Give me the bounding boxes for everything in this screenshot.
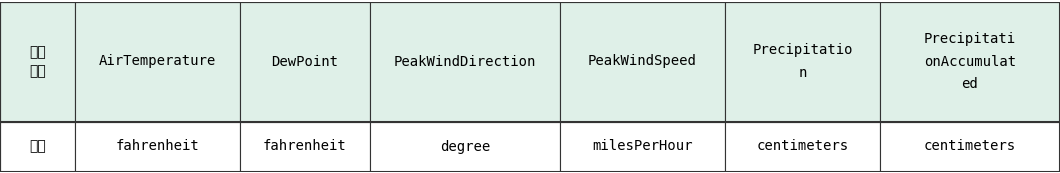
Bar [725, 121, 880, 171]
Bar [560, 121, 725, 171]
Text: fahrenheit: fahrenheit [116, 139, 199, 153]
Text: 센싱
정보: 센싱 정보 [29, 45, 46, 78]
Bar [75, 121, 240, 171]
Text: Precipitati
onAccumulat
ed: Precipitati onAccumulat ed [924, 32, 1017, 91]
Text: centimeters: centimeters [924, 139, 1017, 153]
Bar [0, 2, 75, 121]
Bar [370, 121, 560, 171]
Bar [0, 121, 75, 171]
Bar [560, 2, 725, 121]
Text: Precipitatio
n: Precipitatio n [753, 43, 852, 80]
Bar [240, 121, 370, 171]
Text: fahrenheit: fahrenheit [263, 139, 347, 153]
Text: centimeters: centimeters [757, 139, 849, 153]
Bar [880, 2, 1060, 121]
Bar [725, 2, 880, 121]
Text: milesPerHour: milesPerHour [593, 139, 693, 153]
Text: PeakWindDirection: PeakWindDirection [394, 54, 536, 69]
Text: DewPoint: DewPoint [271, 54, 338, 69]
Bar [240, 2, 370, 121]
Bar [880, 121, 1060, 171]
Text: PeakWindSpeed: PeakWindSpeed [588, 54, 696, 69]
Bar [75, 2, 240, 121]
Text: AirTemperature: AirTemperature [99, 54, 216, 69]
Text: 단위: 단위 [29, 139, 46, 153]
Bar [370, 2, 560, 121]
Text: degree: degree [440, 139, 490, 153]
